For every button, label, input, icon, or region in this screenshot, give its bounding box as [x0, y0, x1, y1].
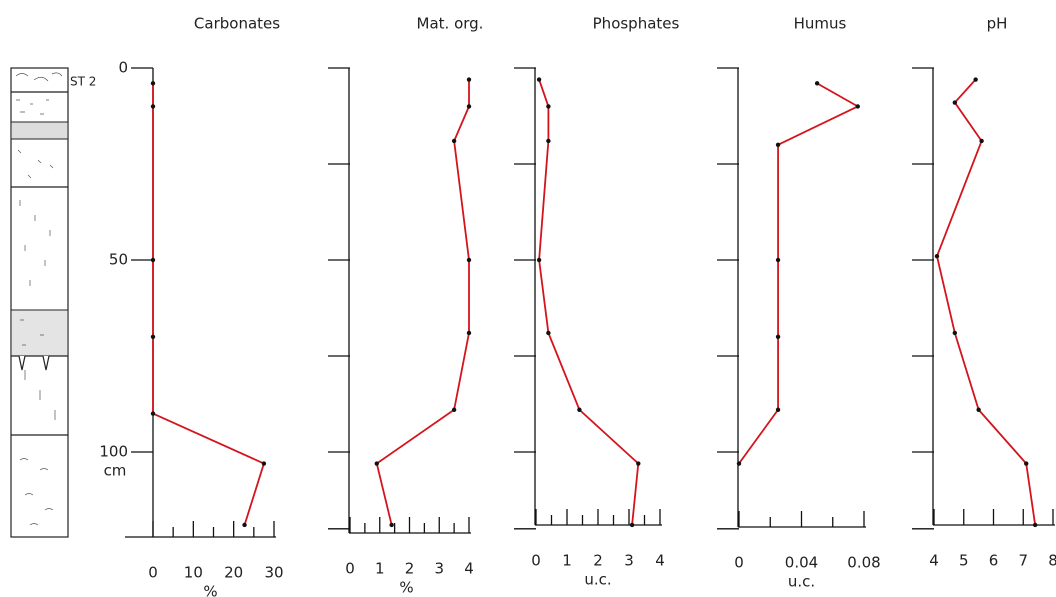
- data-point: [467, 77, 471, 81]
- data-point: [467, 258, 471, 262]
- data-point: [636, 461, 640, 465]
- data-point: [452, 139, 456, 143]
- layer: [11, 310, 68, 356]
- data-point: [375, 461, 379, 465]
- data-point: [976, 408, 980, 412]
- data-line: [153, 83, 264, 525]
- data-point: [815, 81, 819, 85]
- data-point: [630, 523, 634, 527]
- x-tick-label: 1: [562, 552, 572, 570]
- data-point: [151, 258, 155, 262]
- x-tick-label: 30: [264, 564, 283, 582]
- panel-title: pH: [987, 15, 1008, 33]
- data-line: [937, 80, 1035, 525]
- data-point: [242, 523, 246, 527]
- x-tick-label: 1: [375, 560, 385, 578]
- chart: ST 2 Carbonates0102030%050100cmMat. org.…: [0, 0, 1056, 597]
- x-tick-label: 10: [184, 564, 203, 582]
- y-tick-label: 0: [118, 59, 128, 77]
- x-tick-label: 2: [405, 560, 415, 578]
- data-point: [389, 523, 393, 527]
- panel-title: Mat. org.: [417, 15, 484, 33]
- data-point: [953, 100, 957, 104]
- data-point: [979, 139, 983, 143]
- x-tick-label: 4: [464, 560, 474, 578]
- panel-title: Humus: [794, 15, 847, 33]
- x-tick-label: 0.08: [847, 554, 880, 572]
- data-point: [1024, 461, 1028, 465]
- x-tick-label: 2: [593, 552, 603, 570]
- data-point: [776, 258, 780, 262]
- data-point: [537, 77, 541, 81]
- data-point: [546, 104, 550, 108]
- x-tick-label: 6: [989, 552, 999, 570]
- data-point: [546, 331, 550, 335]
- x-axis-label: %: [203, 583, 217, 597]
- strat-column: ST 2: [11, 68, 96, 537]
- data-point: [537, 258, 541, 262]
- x-tick-label: 4: [655, 552, 665, 570]
- data-point: [577, 408, 581, 412]
- panel-title: Carbonates: [194, 15, 280, 33]
- data-point: [973, 77, 977, 81]
- x-tick-label: 0: [345, 560, 355, 578]
- x-tick-label: 8: [1048, 552, 1056, 570]
- x-tick-label: 0.04: [785, 554, 818, 572]
- x-axis-label: u.c.: [788, 573, 815, 591]
- data-point: [935, 254, 939, 258]
- data-point: [953, 331, 957, 335]
- panel-title: Phosphates: [593, 15, 680, 33]
- column-label: ST 2: [70, 75, 96, 89]
- data-point: [262, 461, 266, 465]
- x-tick-label: 4: [929, 552, 939, 570]
- x-tick-label: 3: [434, 560, 444, 578]
- data-point: [776, 408, 780, 412]
- data-line: [539, 80, 638, 525]
- data-point: [151, 81, 155, 85]
- data-point: [776, 335, 780, 339]
- data-point: [452, 408, 456, 412]
- x-tick-label: 20: [224, 564, 243, 582]
- data-point: [151, 104, 155, 108]
- y-tick-label: 50: [109, 251, 128, 269]
- y-axis-label: cm: [104, 462, 127, 480]
- data-point: [151, 335, 155, 339]
- data-point: [1033, 523, 1037, 527]
- x-axis-label: %: [399, 579, 413, 597]
- x-tick-label: 3: [624, 552, 634, 570]
- data-line: [739, 83, 858, 463]
- x-tick-label: 0: [734, 554, 744, 572]
- data-point: [467, 104, 471, 108]
- data-point: [467, 331, 471, 335]
- x-tick-label: 0: [531, 552, 541, 570]
- y-tick-label: 100: [99, 443, 128, 461]
- layer: [11, 122, 68, 139]
- x-tick-label: 0: [148, 564, 158, 582]
- x-tick-label: 5: [959, 552, 969, 570]
- x-tick-label: 7: [1018, 552, 1028, 570]
- data-point: [737, 461, 741, 465]
- data-point: [776, 143, 780, 147]
- data-point: [546, 139, 550, 143]
- data-point: [856, 104, 860, 108]
- data-point: [151, 411, 155, 415]
- data-line: [377, 80, 469, 525]
- x-axis-label: u.c.: [584, 571, 611, 589]
